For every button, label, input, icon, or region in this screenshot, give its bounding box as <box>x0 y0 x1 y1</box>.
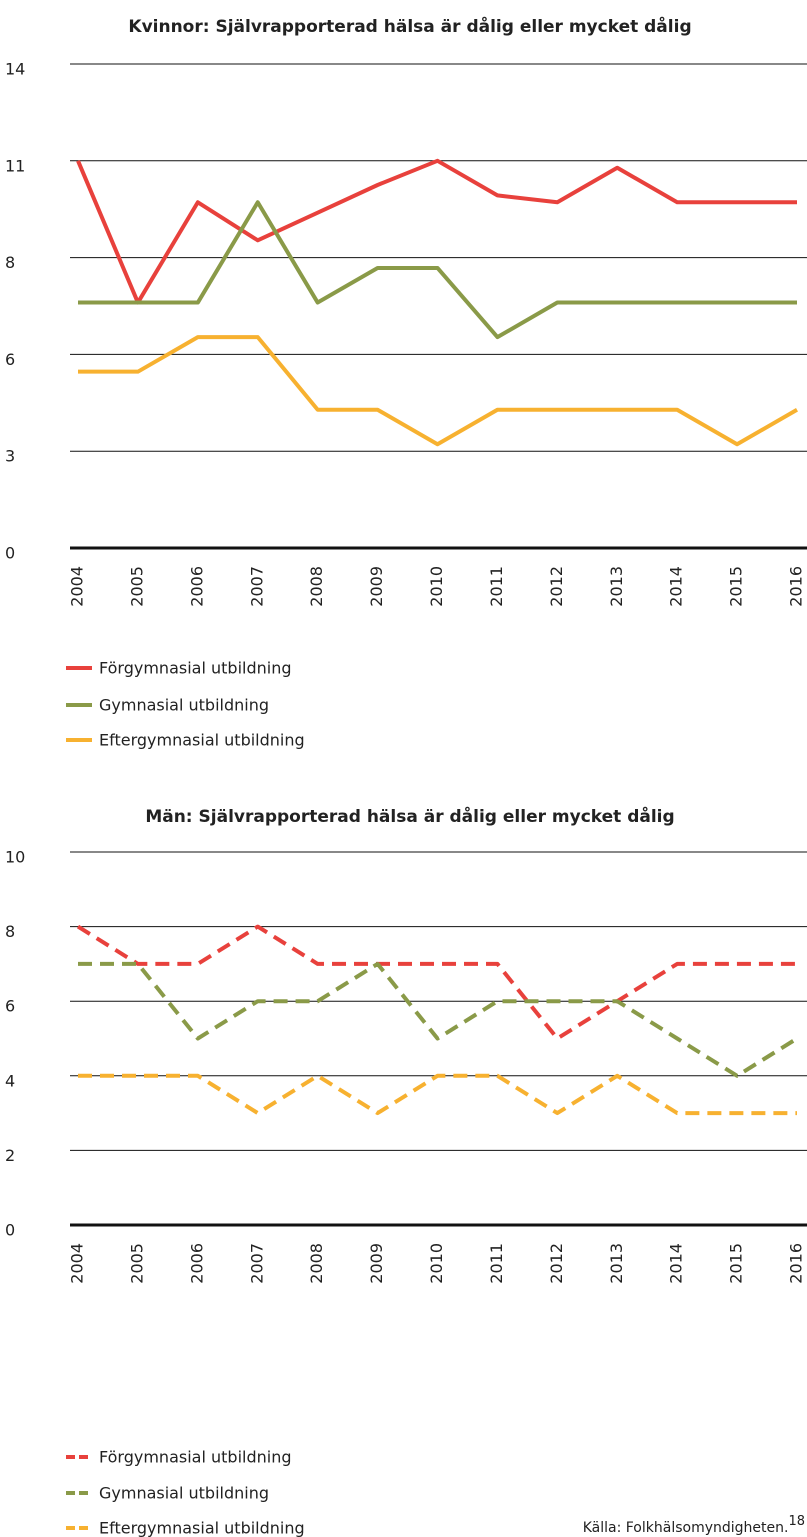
y-tick-label: 6 <box>5 997 15 1016</box>
x-tick-label: 2010 <box>427 1243 446 1284</box>
x-tick-label: 2014 <box>667 566 686 607</box>
series-line <box>78 1073 797 1116</box>
source: Källa: Folkhälsomyndigheten.18 <box>583 1514 805 1537</box>
x-tick-label: 2011 <box>487 566 506 607</box>
x-tick-label: 2015 <box>727 566 746 607</box>
x-tick-label: 2007 <box>247 566 266 607</box>
legend-label: Eftergymnasial utbildning <box>99 1519 305 1537</box>
x-tick-label: 2007 <box>247 1243 266 1284</box>
legend-label: Förgymnasial utbildning <box>99 659 292 678</box>
y-tick-label: 3 <box>5 447 15 466</box>
y-tick-label: 6 <box>5 350 15 369</box>
x-tick-label: 2008 <box>307 1243 326 1284</box>
x-tick-label: 2013 <box>607 1243 626 1284</box>
x-tick-label: 2009 <box>367 1243 386 1284</box>
y-tick-label: 14 <box>5 60 25 79</box>
y-tick-label: 8 <box>5 922 15 941</box>
y-tick-label: 8 <box>5 253 15 272</box>
x-tick-label: 2006 <box>187 566 206 607</box>
x-tick-label: 2016 <box>787 1243 806 1284</box>
y-tick-label: 10 <box>5 848 25 867</box>
legend-label: Förgymnasial utbildning <box>99 1448 292 1467</box>
legend-label: Gymnasial utbildning <box>99 1484 269 1503</box>
legend-label: Gymnasial utbildning <box>99 696 269 715</box>
chart-title: Män: Självrapporterad hälsa är dålig ell… <box>145 805 674 827</box>
x-tick-label: 2012 <box>547 566 566 607</box>
x-tick-label: 2004 <box>68 1243 87 1284</box>
footnote: 18 <box>788 1514 805 1529</box>
legend-label: Eftergymnasial utbildning <box>99 731 305 750</box>
x-tick-label: 2008 <box>307 566 326 607</box>
y-tick-label: 0 <box>5 544 15 563</box>
chart-title: Kvinnor: Självrapporterad hälsa är dålig… <box>128 15 691 37</box>
x-tick-label: 2012 <box>547 1243 566 1284</box>
x-tick-label: 2013 <box>607 566 626 607</box>
series-line <box>76 924 797 1041</box>
y-tick-label: 11 <box>5 156 25 175</box>
series-line <box>78 200 797 340</box>
source-text: Källa: Folkhälsomyndigheten. <box>583 1520 789 1536</box>
x-tick-label: 2005 <box>127 566 146 607</box>
x-tick-label: 2015 <box>727 1243 746 1284</box>
x-tick-label: 2011 <box>487 1243 506 1284</box>
series-line <box>78 335 798 447</box>
x-tick-label: 2004 <box>68 566 87 607</box>
x-tick-label: 2009 <box>367 566 386 607</box>
y-tick-label: 4 <box>5 1071 15 1090</box>
x-tick-label: 2016 <box>787 566 806 607</box>
x-tick-label: 2006 <box>187 1243 206 1284</box>
series-line <box>76 158 797 305</box>
series-line <box>78 961 799 1078</box>
y-tick-label: 0 <box>5 1221 15 1240</box>
x-tick-label: 2005 <box>127 1243 146 1284</box>
x-tick-label: 2014 <box>667 1243 686 1284</box>
x-tick-label: 2010 <box>427 566 446 607</box>
y-tick-label: 2 <box>5 1146 15 1165</box>
